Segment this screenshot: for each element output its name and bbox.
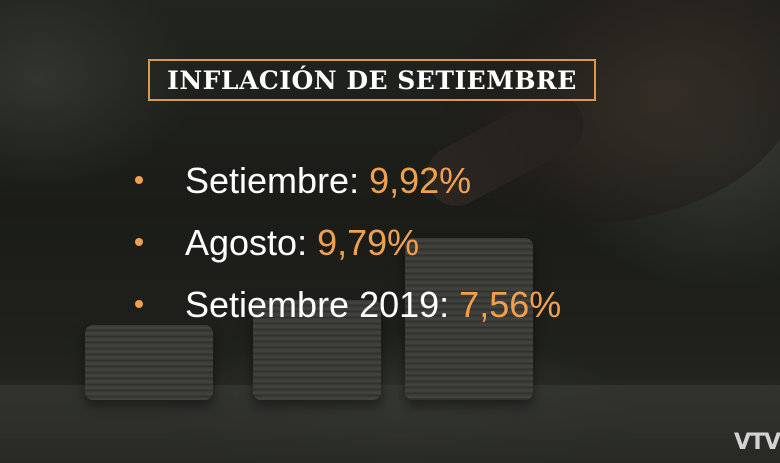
title-text: INFLACIÓN DE SETIEMBRE (167, 65, 577, 95)
list-item: Agosto: 9,79% (135, 212, 695, 274)
title-box: INFLACIÓN DE SETIEMBRE (148, 59, 596, 101)
channel-logo: VTV (734, 430, 780, 455)
bullet-icon (135, 300, 143, 308)
list-item: Setiembre: 9,92% (135, 150, 695, 212)
item-value: 7,56% (459, 284, 562, 325)
item-label: Setiembre: (185, 160, 360, 201)
item-value: 9,79% (317, 222, 420, 263)
bullet-list: Setiembre: 9,92% Agosto: 9,79% Setiembre… (135, 150, 695, 336)
item-label: Agosto: (185, 222, 308, 263)
item-label: Setiembre 2019: (185, 284, 450, 325)
item-value: 9,92% (369, 160, 472, 201)
bullet-icon (135, 238, 143, 246)
coin-stack (85, 325, 213, 400)
coin-stack (405, 238, 533, 400)
bullet-icon (135, 176, 143, 184)
list-item: Setiembre 2019: 7,56% (135, 274, 695, 336)
coin-stack (253, 300, 381, 400)
